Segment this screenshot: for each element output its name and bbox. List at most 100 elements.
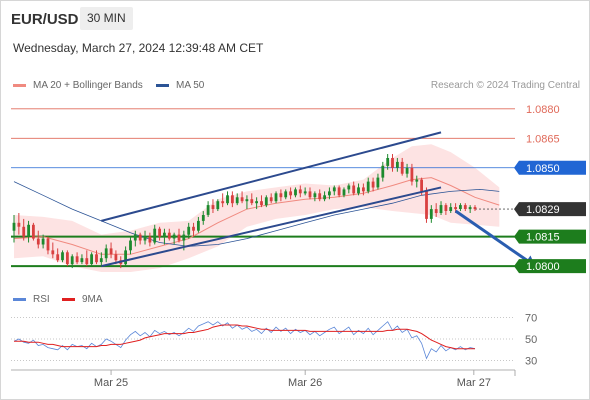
candle-body (85, 258, 89, 265)
candle-body (318, 193, 322, 200)
candle-body (429, 209, 433, 219)
candle-body (133, 234, 137, 241)
level-label-1.0829: 1.0829 (526, 204, 560, 216)
candle-body (99, 258, 103, 263)
candle-body (434, 209, 438, 213)
candle-body (250, 199, 254, 204)
candle-body (376, 177, 380, 188)
candle-body (61, 252, 64, 261)
candle-body (294, 189, 297, 196)
candle-body (381, 165, 385, 178)
candle-body (187, 226, 191, 235)
candle-body (90, 254, 93, 265)
candle-body (51, 250, 55, 255)
candle-body (245, 199, 249, 202)
candle-body (221, 201, 225, 204)
candle-body (264, 197, 268, 206)
level-tag-1.0850 (514, 160, 586, 175)
candle-body (197, 220, 200, 231)
candle-body (386, 158, 390, 166)
candle-body (163, 232, 166, 237)
level-tag-1.0800 (514, 259, 586, 274)
x-tick-label: Mar 27 (457, 377, 491, 389)
level-label-1.0815: 1.0815 (526, 232, 560, 244)
candle-body (313, 193, 317, 198)
candle-body (226, 195, 229, 204)
candle-body (444, 205, 448, 211)
candle-body (366, 181, 370, 192)
timeframe-badge[interactable]: 30 MIN (80, 7, 133, 30)
level-label-1.0880: 1.0880 (526, 104, 560, 116)
candle-body (46, 238, 50, 251)
candle-body (27, 224, 30, 237)
legend-ma50: MA 50 (156, 80, 204, 91)
candle-body (308, 191, 312, 198)
candle-body (167, 232, 171, 239)
candle-body (12, 222, 16, 231)
candle-body (284, 191, 288, 198)
candle-body (279, 193, 283, 198)
candle-body (231, 195, 234, 204)
projection-arrow-shaft (454, 209, 528, 262)
candle-body (371, 181, 375, 188)
candle-body (425, 191, 428, 219)
candle-body (396, 161, 399, 168)
candle-body (459, 205, 462, 209)
candle-body (172, 234, 176, 239)
candle-body (216, 201, 220, 210)
candle-body (158, 228, 161, 237)
symbol-title: EUR/USD (11, 11, 79, 28)
ma9-legend-label: 9MA (82, 294, 103, 305)
legend-rsi: RSI (13, 294, 50, 305)
candle-body (405, 167, 409, 174)
legend-9ma: 9MA (62, 294, 103, 305)
candle-body (70, 256, 74, 265)
rsi-series-9ma (14, 324, 475, 350)
x-tick-label: Mar 26 (288, 377, 322, 389)
candle-body (153, 228, 157, 243)
candle-body (400, 161, 404, 174)
candle-body (449, 207, 453, 211)
candle-body (182, 234, 186, 241)
channel-upper-line (101, 131, 442, 222)
candle-body (328, 191, 331, 196)
candle-body (192, 226, 195, 231)
rsi-swatch (13, 298, 26, 301)
candle-body (41, 238, 45, 245)
level-label-1.0800: 1.0800 (526, 261, 560, 273)
candle-body (255, 201, 258, 204)
candle-body (124, 250, 127, 265)
candle-body (473, 207, 477, 210)
candle-body (95, 254, 98, 263)
candle-body (56, 254, 60, 261)
candle-body (75, 256, 79, 263)
candle-body (420, 179, 423, 192)
rsi-tick-70: 70 (525, 312, 537, 324)
candle-body (80, 258, 84, 263)
candle-body (36, 238, 40, 245)
level-tag-1.0829 (514, 202, 586, 217)
candle-body (347, 185, 351, 190)
datetime-label: Wednesday, March 27, 2024 12:39:48 AM CE… (13, 41, 264, 55)
ma20-swatch (13, 84, 26, 87)
candle-body (323, 195, 326, 200)
ma50-legend-label: MA 50 (176, 80, 205, 91)
candle-body (206, 205, 210, 215)
level-tag-1.0815 (514, 229, 586, 244)
candle-body (303, 191, 307, 194)
candle-body (391, 158, 394, 168)
candle-body (143, 236, 147, 241)
candle-body (148, 236, 152, 243)
candle-body (32, 224, 35, 239)
candle-body (463, 205, 467, 209)
candle-body (66, 252, 69, 265)
candle-body (201, 215, 205, 221)
candle-body (337, 187, 341, 196)
ma9-swatch (62, 298, 75, 301)
candle-body (22, 226, 26, 237)
channel-lower-line (101, 186, 442, 268)
candle-body (109, 248, 113, 255)
candle-body (357, 187, 360, 194)
candle-body (129, 240, 132, 251)
